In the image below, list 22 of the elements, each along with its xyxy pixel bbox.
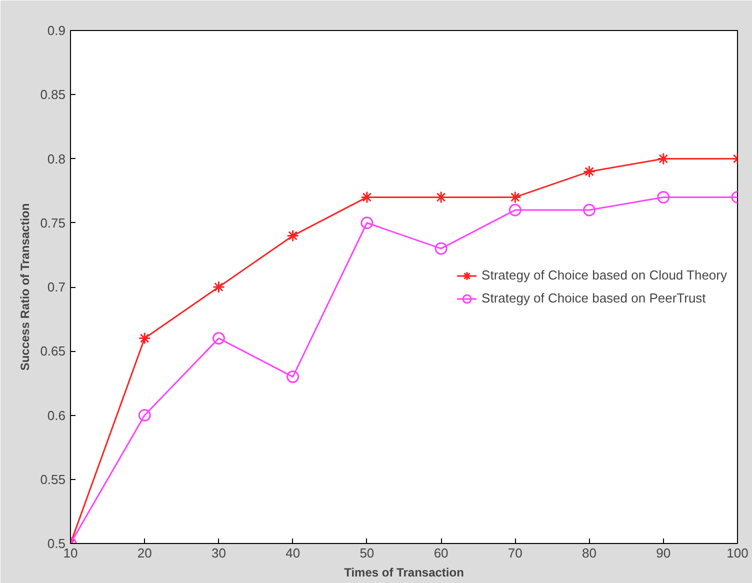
x-tick-label: 80: [582, 546, 597, 560]
y-tick-label: 0.6: [47, 408, 66, 423]
x-tick-label: 30: [211, 546, 226, 560]
legend-label: Strategy of Choice based on PeerTrust: [482, 290, 706, 306]
y-tick-label: 0.75: [40, 215, 66, 230]
y-tick-label: 0.55: [40, 472, 66, 487]
y-tick-label: 0.65: [40, 344, 66, 359]
x-tick-label: 90: [656, 546, 671, 560]
x-tick-label: 70: [508, 546, 522, 560]
x-tick-label: 20: [137, 546, 152, 560]
x-tick-label: 50: [360, 546, 374, 560]
x-tick-label: 60: [434, 546, 448, 560]
y-tick-label: 0.9: [47, 23, 66, 38]
x-axis-title: Times of Transaction: [344, 566, 464, 580]
legend-label: Strategy of Choice based on Cloud Theory: [482, 268, 727, 282]
y-tick-label: 0.85: [40, 87, 66, 102]
y-tick-label: 0.5: [47, 536, 66, 551]
y-tick-label: 0.7: [47, 280, 66, 294]
y-axis-title: Success Ratio of Transaction: [18, 203, 32, 371]
y-tick-label: 0.8: [47, 151, 66, 166]
x-tick-label: 100: [726, 546, 748, 560]
x-tick-label: 40: [286, 546, 300, 560]
